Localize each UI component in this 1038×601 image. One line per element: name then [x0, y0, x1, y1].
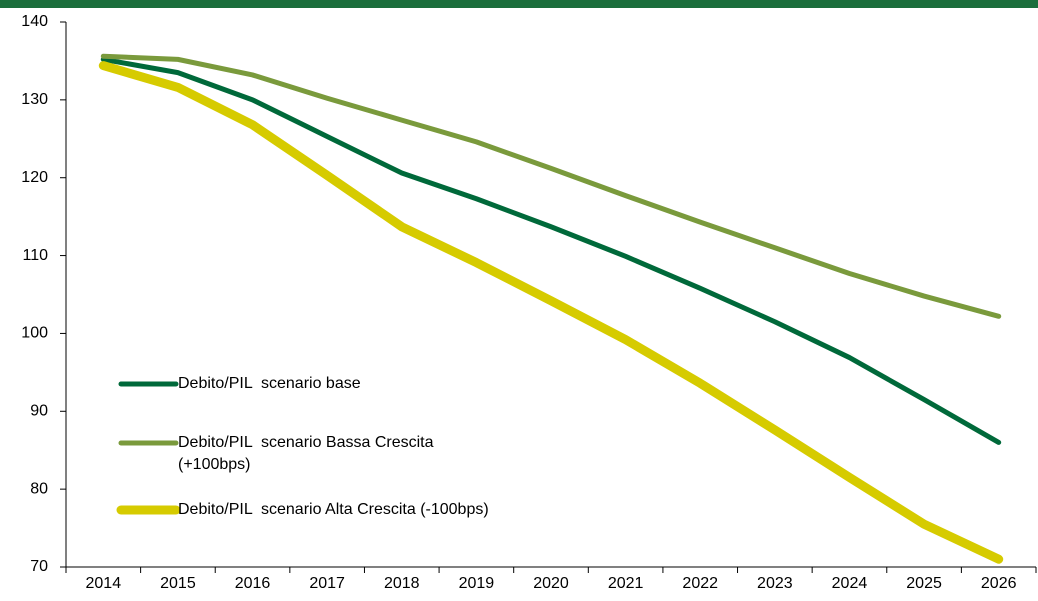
x-tick-label: 2016 — [235, 575, 271, 592]
y-tick-label: 90 — [30, 403, 48, 420]
x-tick-label: 2021 — [608, 575, 644, 592]
y-tick-label: 80 — [30, 480, 48, 497]
x-tick-label: 2026 — [981, 575, 1017, 592]
x-tick-label: 2020 — [533, 575, 569, 592]
series-line — [100, 53, 1002, 319]
top-bar — [0, 0, 1038, 8]
legend-label: Debito/PIL scenario base — [178, 375, 361, 392]
y-tick-label: 140 — [21, 13, 48, 30]
y-tick-label: 120 — [21, 169, 48, 186]
x-tick-label: 2018 — [384, 575, 420, 592]
y-tick-label: 130 — [21, 91, 48, 108]
series-line — [100, 56, 1002, 445]
legend-label: Debito/PIL scenario Alta Crescita (-100b… — [178, 501, 489, 518]
x-tick-label: 2017 — [309, 575, 345, 592]
legend-label: Debito/PIL scenario Bassa Crescita (+100… — [178, 434, 434, 473]
x-tick-label: 2014 — [86, 575, 122, 592]
x-tick-label: 2025 — [906, 575, 942, 592]
x-tick-label: 2015 — [160, 575, 196, 592]
x-tick-label: 2023 — [757, 575, 793, 592]
y-tick-label: 70 — [30, 558, 48, 575]
y-tick-label: 110 — [22, 247, 48, 264]
series-line — [98, 61, 1004, 564]
y-tick-label: 100 — [21, 325, 48, 342]
x-tick-label: 2022 — [682, 575, 718, 592]
x-tick-label: 2024 — [832, 575, 868, 592]
x-tick-label: 2019 — [459, 575, 495, 592]
